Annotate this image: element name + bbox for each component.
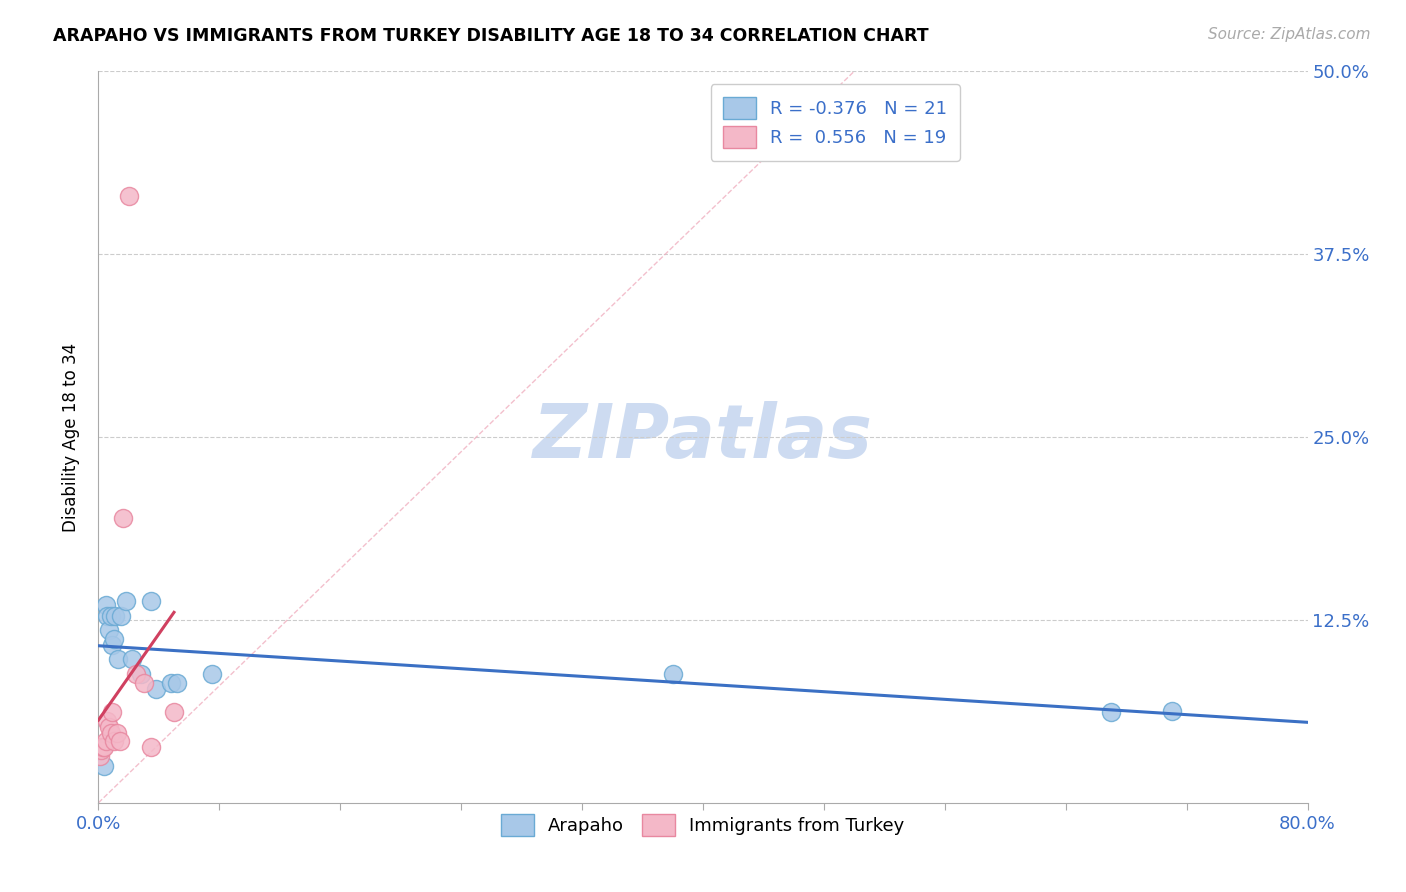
Point (1160, 704, 1182, 718)
Point (105, 725, 128, 739)
Point (100, 725, 122, 739)
Point (93, 759, 115, 773)
Point (90, 743, 112, 757)
Point (104, 608, 127, 623)
Point (1099, 705, 1122, 719)
Point (108, 734, 131, 748)
Point (160, 676, 183, 690)
Point (98, 720, 121, 734)
Point (96, 608, 118, 623)
Point (129, 667, 152, 681)
Point (89, 749, 111, 764)
Text: ARAPAHO VS IMMIGRANTS FROM TURKEY DISABILITY AGE 18 TO 34 CORRELATION CHART: ARAPAHO VS IMMIGRANTS FROM TURKEY DISABI… (53, 27, 929, 45)
Point (101, 638, 124, 652)
Point (98, 623, 121, 637)
Point (132, 676, 155, 690)
Point (201, 667, 224, 681)
Y-axis label: Disability Age 18 to 34: Disability Age 18 to 34 (62, 343, 80, 532)
Point (166, 676, 188, 690)
Point (103, 734, 125, 748)
Point (103, 632, 125, 646)
Text: ZIPatlas: ZIPatlas (533, 401, 873, 474)
Point (125, 667, 148, 681)
Point (118, 188, 141, 202)
Point (141, 740, 163, 755)
Point (111, 510, 134, 524)
Point (94, 599, 117, 613)
Point (100, 608, 122, 623)
Point (93, 740, 115, 755)
Point (94, 734, 117, 748)
Point (110, 608, 132, 623)
Point (145, 681, 167, 696)
Point (89, 740, 111, 755)
Point (121, 652, 143, 666)
Legend: Arapaho, Immigrants from Turkey: Arapaho, Immigrants from Turkey (489, 801, 917, 848)
Text: Source: ZipAtlas.com: Source: ZipAtlas.com (1208, 27, 1371, 42)
Point (163, 705, 186, 719)
Point (96, 714, 118, 728)
Point (141, 594, 163, 608)
Point (661, 667, 683, 681)
Point (91, 740, 114, 755)
Point (101, 705, 124, 719)
Point (114, 594, 136, 608)
Point (107, 652, 129, 666)
